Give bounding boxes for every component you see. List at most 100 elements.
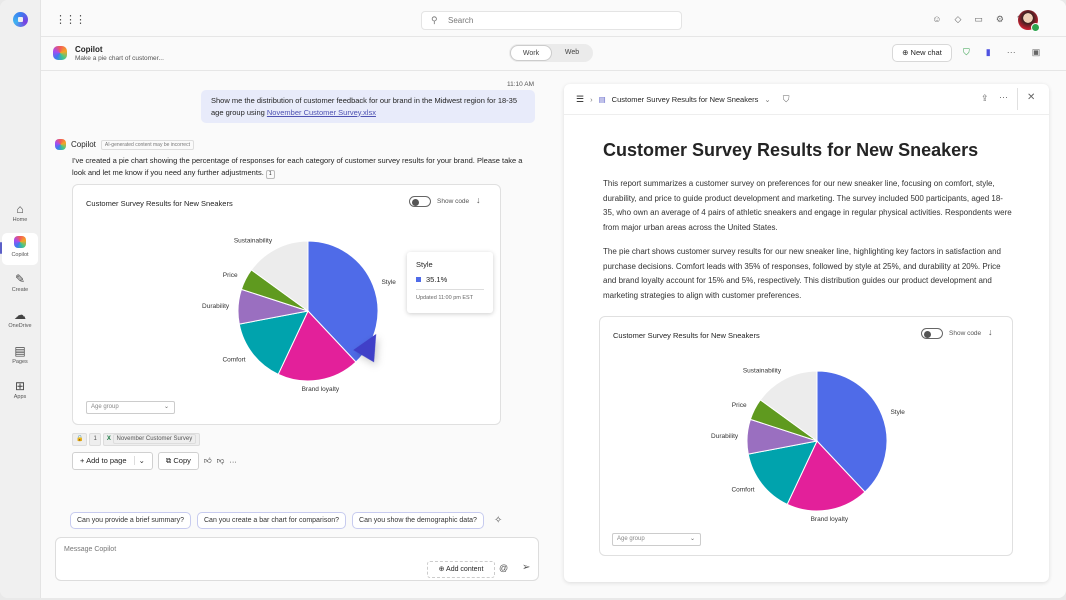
suggestion-chip[interactable]: Can you show the demographic data?	[352, 512, 484, 529]
pen-icon: ✎	[14, 272, 26, 286]
home-icon: ⌂	[16, 202, 24, 216]
rail-item-apps[interactable]: ⊞ Apps	[2, 375, 38, 407]
pie-slice-sustainability[interactable]	[759, 370, 818, 442]
new-chat-icon: ⊕	[902, 48, 911, 57]
pie-slice-comfort[interactable]	[238, 310, 309, 376]
thumbs-down-icon[interactable]: 👎︎	[216, 456, 225, 465]
source-chip[interactable]: X November Customer Survey	[102, 433, 201, 446]
copy-button[interactable]: ⧉ Copy	[157, 452, 199, 470]
rail-item-copilot[interactable]: Copilot	[0, 233, 38, 265]
pie-label: Sustainability	[234, 238, 273, 245]
add-content-label: Add content	[446, 566, 484, 573]
avatar[interactable]	[1018, 10, 1040, 32]
ai-disclaimer-badge: AI-generated content may be incorrect	[100, 139, 194, 150]
new-chat-button[interactable]: ⊕ New chat	[892, 44, 952, 62]
add-to-page-label: Add to page	[86, 456, 127, 465]
chevron-down-icon: ⌄	[163, 404, 169, 410]
pie-slice-style[interactable]	[307, 240, 379, 363]
download-icon[interactable]: ↓	[476, 195, 481, 205]
breadcrumb-title[interactable]: Customer Survey Results for New Sneakers	[611, 95, 759, 104]
file-link[interactable]: November Customer Survey.xlsx	[266, 107, 376, 117]
pie-label: Brand loyalty	[302, 386, 340, 393]
send-icon[interactable]: ➢	[522, 562, 531, 573]
page-panel: ☰ › ▤ Customer Survey Results for New Sn…	[564, 84, 1049, 582]
search-placeholder: Search	[448, 16, 474, 25]
citation-badge[interactable]: 1	[265, 169, 275, 179]
m365-logo-icon[interactable]	[13, 12, 28, 27]
rail-label: Home	[12, 217, 28, 223]
message-composer[interactable]: Message Copilot ⊕ Add content @ ➢	[55, 537, 539, 581]
rail-item-onedrive[interactable]: ☁ OneDrive	[2, 304, 38, 336]
pages-icon[interactable]: ☰	[576, 94, 585, 104]
age-group-dropdown[interactable]: Age group ⌄	[86, 401, 175, 414]
pie-slice-brand-loyalty[interactable]	[786, 440, 866, 512]
age-group-dropdown[interactable]: Age group ⌄	[612, 533, 701, 546]
refresh-suggestions-icon[interactable]: ✧	[493, 515, 503, 526]
close-icon[interactable]: ✕	[1027, 92, 1036, 103]
page-icon: ▤	[598, 95, 606, 104]
suggestion-chip[interactable]: Can you create a bar chart for compariso…	[197, 512, 347, 529]
plus-icon: +	[80, 456, 87, 465]
pie-label: Style	[890, 409, 905, 416]
copy-icon: ⧉	[165, 456, 174, 465]
pie-slice-comfort[interactable]	[747, 440, 818, 506]
side-panel-icon[interactable]: ▣	[1031, 47, 1041, 57]
pie-slice-sustainability[interactable]	[250, 240, 309, 312]
pie-slice-brand-loyalty[interactable]	[277, 310, 357, 382]
tooltip-updated: Updated 11:00 pm EST	[416, 289, 484, 301]
excel-icon: X	[106, 436, 111, 442]
whiteboard-icon[interactable]: ▭	[974, 14, 983, 24]
sensitivity-icon[interactable]: 🔒	[72, 433, 88, 446]
pie-label: Durability	[202, 303, 230, 310]
download-icon[interactable]: ↓	[988, 327, 993, 337]
shield-icon[interactable]: ⛉	[782, 94, 790, 104]
chart-card: Customer Survey Results for New Sneakers…	[72, 184, 501, 425]
composer-placeholder: Message Copilot	[64, 546, 117, 553]
rail-item-home[interactable]: ⌂ Home	[2, 198, 38, 230]
breadcrumb-chevron-icon: ›	[590, 95, 593, 104]
bot-message: I've created a pie chart showing the per…	[72, 155, 532, 179]
chart-title: Customer Survey Results for New Sneakers	[86, 199, 233, 208]
pie-label: Comfort	[731, 486, 754, 493]
copilot-icon	[2, 236, 38, 252]
rail-item-pages[interactable]: ▤ Pages	[2, 340, 38, 372]
chart-card: Customer Survey Results for New Sneakers…	[599, 316, 1013, 556]
diamond-icon[interactable]: ◇	[954, 14, 962, 24]
gear-icon[interactable]: ⚙	[995, 14, 1004, 24]
source-name: November Customer Survey	[112, 434, 197, 444]
show-code-label: Show code	[437, 198, 470, 205]
chevron-down-icon: ⌄	[689, 536, 695, 542]
tab-web[interactable]: Web	[564, 49, 580, 56]
rail-item-create[interactable]: ✎ Create	[2, 268, 38, 300]
chevron-down-icon[interactable]: ⌄	[764, 95, 771, 104]
tab-work[interactable]: Work	[510, 45, 552, 61]
add-content-button[interactable]: ⊕ Add content	[427, 561, 495, 578]
search-icon: ⚲	[431, 15, 438, 25]
shield-check-icon[interactable]: ⛉	[963, 47, 970, 57]
pie-label: Durability	[711, 433, 739, 440]
age-group-label: Age group	[617, 536, 645, 542]
app-launcher-icon[interactable]: ⋮⋮⋮	[55, 14, 86, 26]
user-message: Show me the distribution of customer fee…	[201, 90, 535, 123]
document-title: Customer Survey Results for New Sneakers	[603, 140, 979, 160]
thumbs-up-icon[interactable]: 👍︎	[203, 456, 212, 465]
more-icon[interactable]: ···	[1006, 47, 1016, 57]
pie-slice-style[interactable]	[816, 370, 888, 493]
add-to-page-button[interactable]: + Add to page ⌄	[72, 452, 153, 470]
share-icon[interactable]: ⇪	[981, 93, 989, 103]
pages-add-icon[interactable]: ▮	[985, 47, 991, 57]
document-paragraph: This report summarizes a customer survey…	[603, 179, 1012, 232]
more-icon[interactable]: ···	[999, 92, 1008, 102]
show-code-toggle[interactable]	[921, 328, 943, 339]
chevron-down-icon[interactable]: ⌄	[133, 456, 145, 465]
search-input[interactable]: ⚲ Search	[421, 11, 682, 30]
show-code-toggle[interactable]	[409, 196, 431, 207]
suggestion-chip[interactable]: Can you provide a brief summary?	[70, 512, 191, 529]
emoji-icon[interactable]: ☺	[932, 14, 942, 24]
pie-chart: Style Brand loyalty Comfort Durability Price…	[202, 238, 396, 393]
mention-icon[interactable]: @	[499, 563, 509, 573]
top-bar: ⋮⋮⋮ ⚲ Search ☺ ◇ ▭ ⚙ ?	[41, 0, 1066, 37]
more-icon[interactable]: ···	[229, 456, 237, 466]
show-code-label: Show code	[949, 330, 982, 337]
source-count: 1	[89, 433, 101, 446]
